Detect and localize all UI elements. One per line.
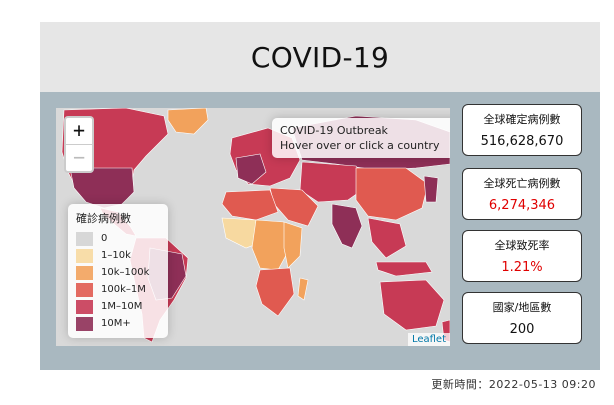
leaflet-attribution-link[interactable]: Leaflet: [407, 333, 450, 346]
legend-label: 10k–100k: [101, 267, 150, 278]
legend-item: 100k–1M: [76, 281, 160, 298]
legend-item: 10k–100k: [76, 264, 160, 281]
deaths-label: 全球死亡病例數: [483, 177, 561, 190]
page-title: COVID-19: [250, 40, 390, 74]
region-usa: [69, 167, 135, 209]
region-madagascar: [297, 277, 309, 301]
legend-label: 1M–10M: [101, 301, 143, 312]
info-title: COVID-19 Outbreak: [280, 124, 388, 137]
legend-swatch: [76, 282, 93, 297]
zoom-out-button[interactable]: −: [72, 145, 86, 169]
countries-card: 國家/地區數 200: [462, 292, 582, 344]
global-deaths-card: 全球死亡病例數 6,274,346: [462, 168, 582, 220]
region-india: [331, 203, 363, 249]
global-cfr-card: 全球致死率 1.21%: [462, 230, 582, 282]
info-hint: Hover over or click a country: [280, 139, 440, 152]
legend-item: 0: [76, 230, 160, 247]
legend-label: 0: [101, 233, 108, 244]
deaths-value: 6,274,346: [488, 198, 556, 213]
region-western-europe: [235, 153, 267, 185]
region-east-africa: [283, 221, 303, 269]
legend-item: 1–10k: [76, 247, 160, 264]
cfr-label: 全球致死率: [494, 239, 550, 252]
zoom-in-button[interactable]: +: [66, 118, 92, 145]
legend-swatch: [76, 316, 93, 331]
region-indonesia: [375, 261, 433, 277]
region-southeast-asia: [367, 217, 407, 259]
map-info-box: COVID-19 Outbreak Hover over or click a …: [272, 118, 450, 158]
legend-swatch: [76, 231, 93, 246]
legend-item: 1M–10M: [76, 298, 160, 315]
legend-swatch: [76, 248, 93, 263]
header: COVID-19: [40, 22, 600, 92]
world-map[interactable]: + − COVID-19 Outbreak Hover over or clic…: [56, 108, 450, 346]
cfr-value: 1.21%: [501, 260, 543, 275]
zoom-control: + −: [64, 116, 94, 173]
legend-swatch: [76, 265, 93, 280]
region-australia: [379, 279, 445, 331]
updated-timestamp: 更新時間：2022-05-13 09:20: [431, 378, 596, 391]
region-greenland: [167, 108, 209, 135]
map-legend: 確診病例數 0 1–10k 10k–100k 100k–1M 1M–10M 10M+: [68, 204, 168, 338]
countries-value: 200: [509, 322, 535, 337]
legend-label: 100k–1M: [101, 284, 146, 295]
legend-item: 10M+: [76, 315, 160, 332]
countries-label: 國家/地區數: [492, 301, 552, 314]
dashboard-panel: + − COVID-19 Outbreak Hover over or clic…: [40, 92, 600, 370]
region-north-africa: [221, 189, 279, 221]
global-cases-card: 全球確定病例數 516,628,670: [462, 104, 582, 156]
cases-value: 516,628,670: [480, 134, 564, 149]
region-japan-korea: [423, 175, 439, 203]
cases-label: 全球確定病例數: [483, 113, 561, 126]
legend-title: 確診病例數: [76, 212, 131, 225]
legend-label: 1–10k: [101, 250, 131, 261]
legend-label: 10M+: [101, 318, 131, 329]
region-southern-africa: [255, 267, 295, 317]
legend-swatch: [76, 299, 93, 314]
region-china: [355, 167, 429, 221]
